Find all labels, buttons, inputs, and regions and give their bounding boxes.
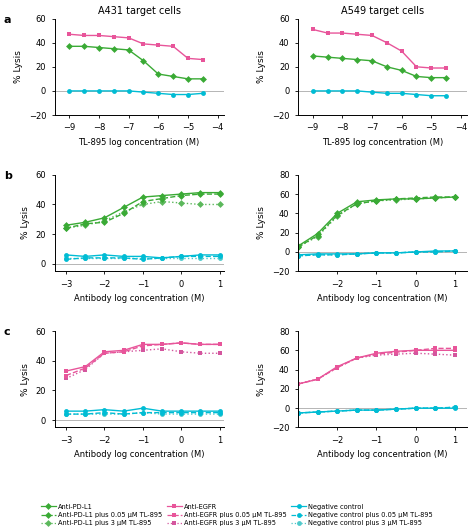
Y-axis label: % Lysis: % Lysis [14, 50, 23, 83]
Y-axis label: % Lysis: % Lysis [21, 207, 30, 239]
Title: A431 target cells: A431 target cells [98, 6, 181, 16]
Text: a: a [4, 15, 11, 25]
X-axis label: Antibody log concentration (M): Antibody log concentration (M) [317, 294, 447, 303]
X-axis label: TL-895 log concentration (M): TL-895 log concentration (M) [78, 138, 200, 147]
Y-axis label: % Lysis: % Lysis [257, 207, 266, 239]
X-axis label: Antibody log concentration (M): Antibody log concentration (M) [74, 450, 204, 459]
Y-axis label: % Lysis: % Lysis [21, 363, 30, 396]
Title: A549 target cells: A549 target cells [341, 6, 424, 16]
Legend: Anti-PD-L1, Anti-PD-L1 plus 0.05 μM TL-895, Anti-PD-L1 plus 3 μM TL-895, Anti-EG: Anti-PD-L1, Anti-PD-L1 plus 0.05 μM TL-8… [40, 502, 434, 528]
Text: c: c [4, 327, 10, 337]
X-axis label: Antibody log concentration (M): Antibody log concentration (M) [317, 450, 447, 459]
Text: b: b [4, 171, 12, 181]
Y-axis label: % Lysis: % Lysis [257, 50, 266, 83]
X-axis label: Antibody log concentration (M): Antibody log concentration (M) [74, 294, 204, 303]
Y-axis label: % Lysis: % Lysis [257, 363, 266, 396]
X-axis label: TL-895 log concentration (M): TL-895 log concentration (M) [322, 138, 443, 147]
